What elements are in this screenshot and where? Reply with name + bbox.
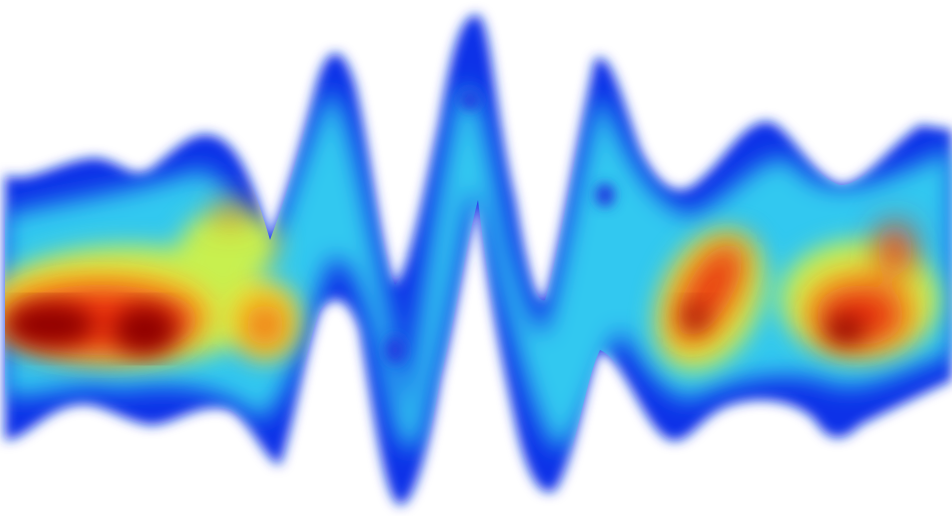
page — [0, 0, 952, 516]
density-image — [0, 0, 952, 516]
